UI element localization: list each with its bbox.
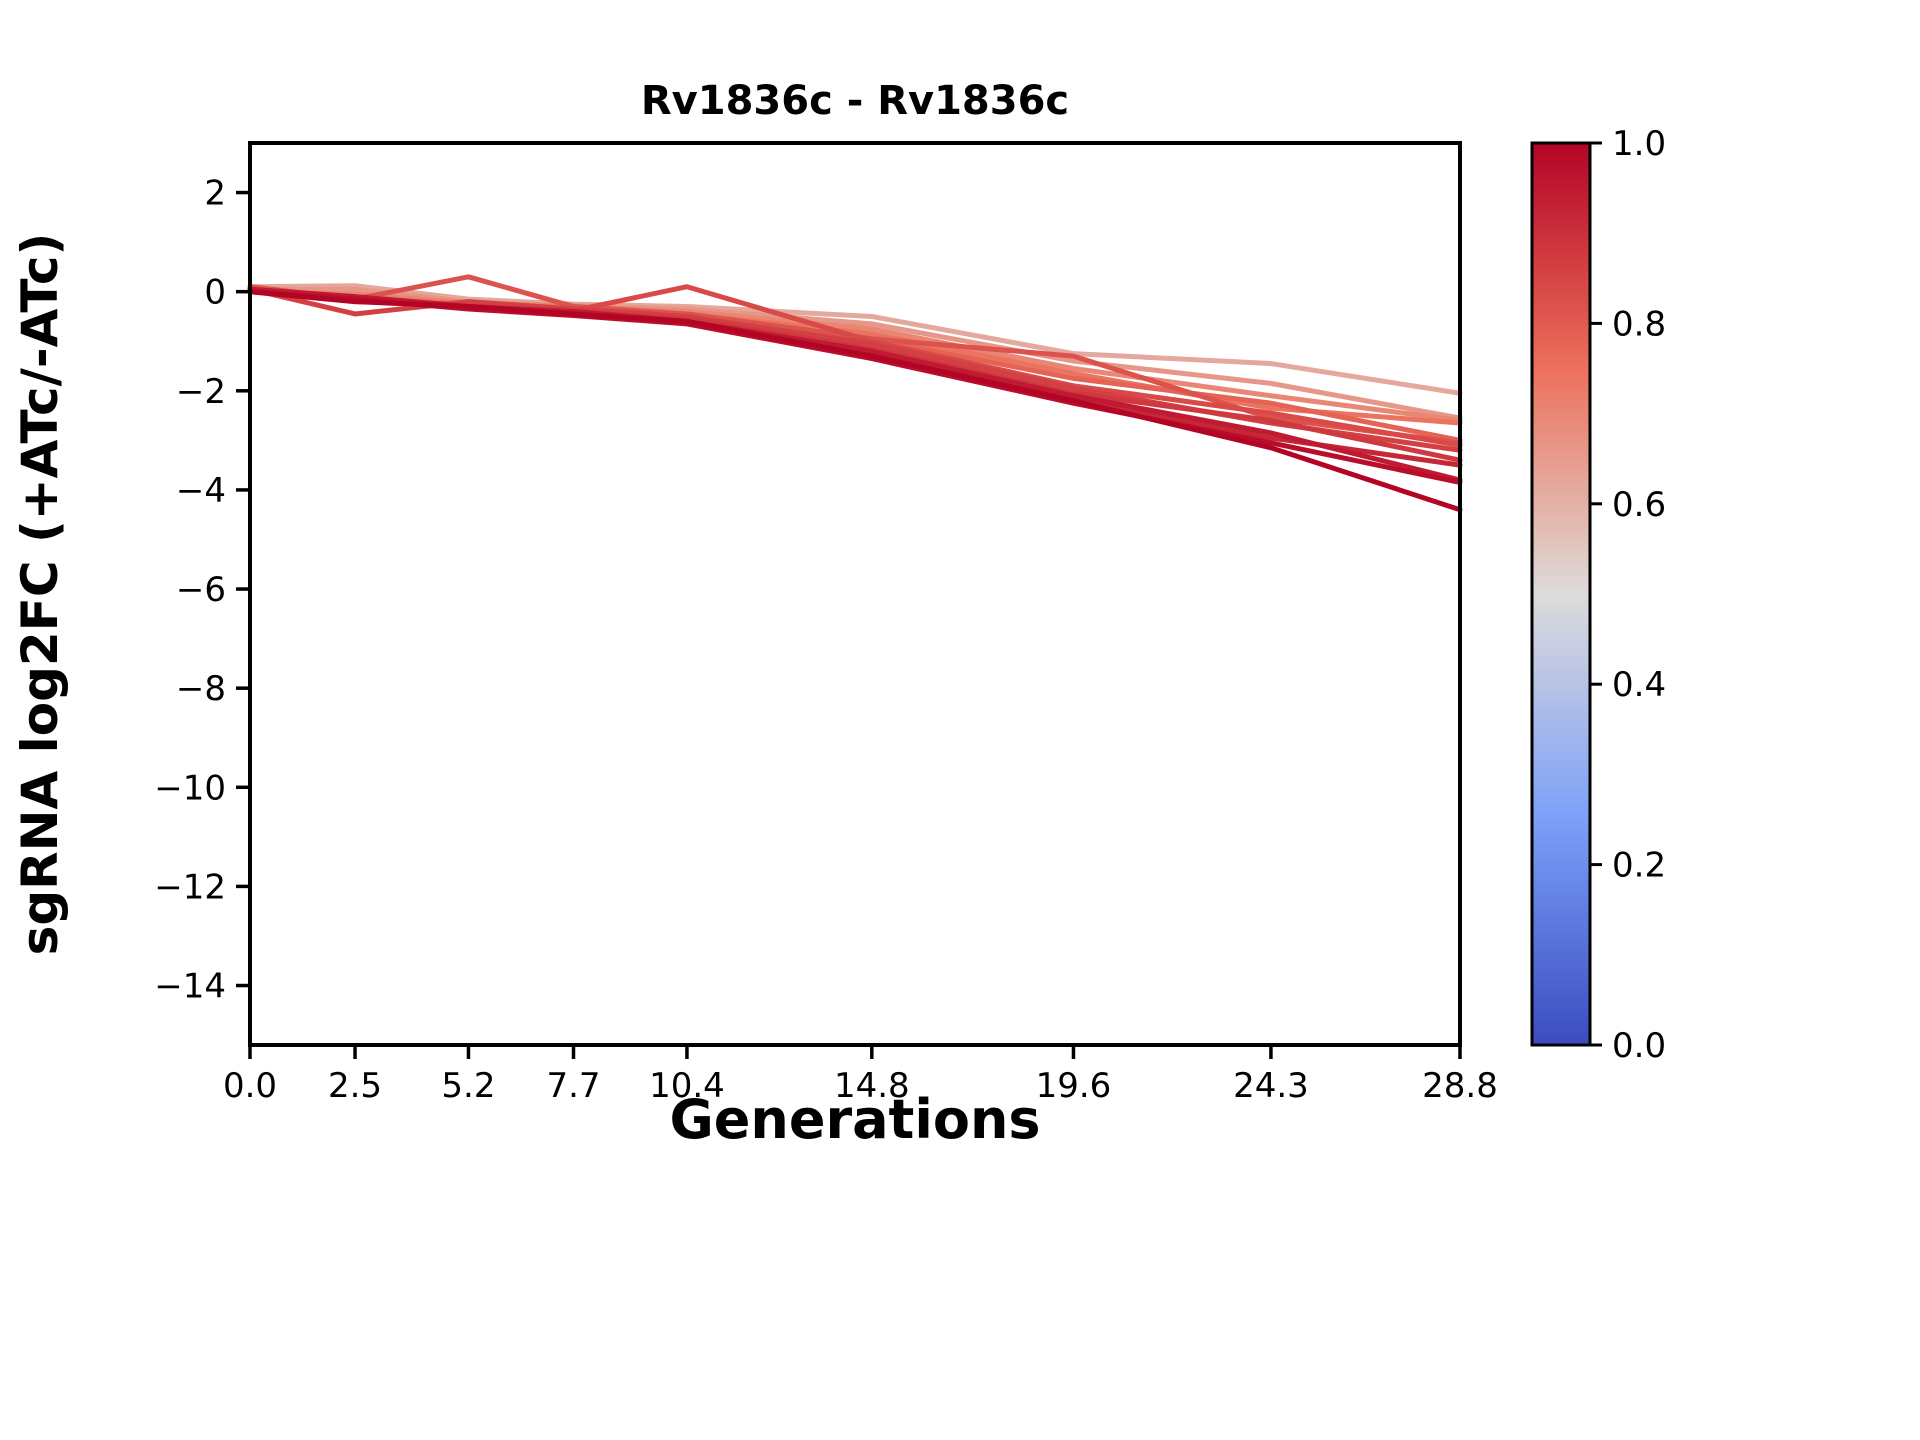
series-lines <box>247 274 1463 513</box>
y-tick-label: −14 <box>154 967 226 1007</box>
y-tick-label: −8 <box>176 669 226 709</box>
colorbar-tick-label: 0.6 <box>1612 485 1666 525</box>
y-tick-label: −4 <box>176 471 226 511</box>
colorbar-tick-label: 1.0 <box>1612 124 1666 164</box>
x-tick-label: 0.0 <box>223 1066 277 1106</box>
x-tick-label: 28.8 <box>1422 1066 1498 1106</box>
colorbar-tick-label: 0.4 <box>1612 665 1666 705</box>
colorbar-tick-label: 0.0 <box>1612 1026 1666 1066</box>
y-tick-label: −12 <box>154 867 226 907</box>
colorbar-frame <box>1530 141 1592 1047</box>
x-tick-label: 5.2 <box>441 1066 495 1106</box>
axes-frame <box>248 141 1462 1047</box>
x-axis-ticks: 0.0 2.5 5.2 7.7 10.4 14.8 19.6 24.3 28.8 <box>223 1045 1498 1106</box>
x-tick-label: 7.7 <box>546 1066 600 1106</box>
y-tick-label: −10 <box>154 768 226 808</box>
y-tick-label: 2 <box>204 174 226 214</box>
x-axis-label: Generations <box>669 1088 1041 1151</box>
sgrna-line-13 <box>247 289 1463 513</box>
y-tick-label: 0 <box>204 273 226 313</box>
x-tick-label: 19.6 <box>1036 1066 1112 1106</box>
colorbar: 1.0 0.8 0.6 0.4 0.2 0.0 <box>1530 124 1666 1066</box>
x-tick-label: 2.5 <box>328 1066 382 1106</box>
y-tick-label: −2 <box>176 372 226 412</box>
x-tick-label: 10.4 <box>649 1066 725 1106</box>
colorbar-tick-label: 0.2 <box>1612 846 1666 886</box>
y-axis-ticks: 2 0 −2 −4 −6 −8 −10 −12 −14 <box>154 174 250 1007</box>
chart-title: Rv1836c - Rv1836c <box>640 78 1070 124</box>
y-tick-label: −6 <box>176 570 226 610</box>
x-tick-label: 14.8 <box>834 1066 910 1106</box>
colorbar-tick-label: 0.8 <box>1612 304 1666 344</box>
colorbar-gradient <box>1532 143 1590 1045</box>
x-tick-label: 24.3 <box>1233 1066 1309 1106</box>
